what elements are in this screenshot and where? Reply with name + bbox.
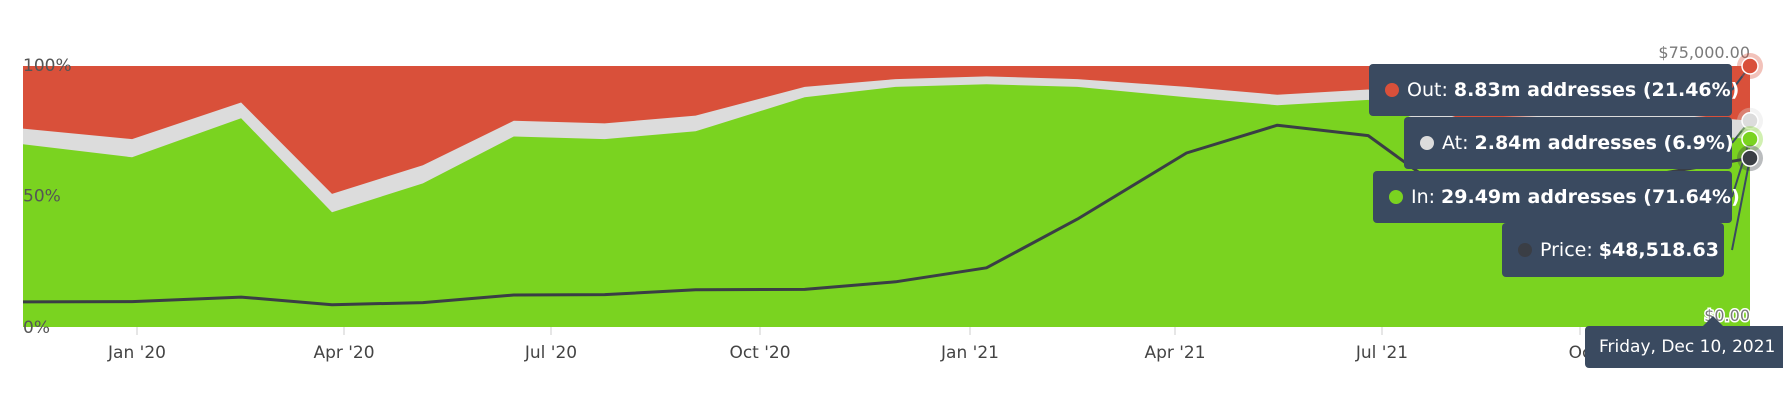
- y-tick-label-left: 0%: [23, 318, 50, 338]
- tooltip-in-label: In:: [1411, 186, 1436, 208]
- tooltip-price-label: Price:: [1540, 239, 1593, 261]
- y-axis-right: $0.00$75,000.00: [1657, 42, 1752, 327]
- x-tick-label: Jan '21: [940, 343, 999, 363]
- x-tick-label: Apr '21: [1144, 343, 1205, 363]
- y-tick-label-left: 50%: [23, 187, 61, 207]
- tooltip-price-value: $48,518.63: [1598, 239, 1719, 261]
- tooltip-connectors: [1731, 53, 1763, 251]
- x-axis: Jan '20 Apr '20 Jul '20 Oct '20 Jan '21 Apr '…: [107, 327, 1591, 363]
- at-dot-icon: [1420, 136, 1434, 150]
- tooltip-connector: [1731, 138, 1751, 198]
- tooltip-out: Out: 8.83m addresses (21.46%): [1369, 64, 1739, 116]
- hover-marker-at: [1741, 112, 1759, 130]
- tooltip-out-label: Out:: [1407, 79, 1448, 101]
- x-tick-label: Jan '20: [107, 343, 166, 363]
- tooltip-price: Price: $48,518.63: [1502, 223, 1724, 277]
- tooltip-at-value: 2.84m addresses (6.9%): [1474, 132, 1734, 154]
- tooltip-in: In: 29.49m addresses (71.64%): [1373, 171, 1740, 223]
- y-tick-label-left: 100%: [23, 56, 72, 76]
- x-tick-label: Jul '20: [524, 343, 577, 363]
- y-axis-left: 0% 50% 100%: [23, 56, 72, 338]
- out-dot-icon: [1385, 83, 1399, 97]
- tooltip-in-value: 29.49m addresses (71.64%): [1441, 186, 1740, 208]
- hover-date-label: Friday, Dec 10, 2021: [1585, 316, 1783, 368]
- in-area: [23, 84, 1750, 327]
- tooltip-connector: [1731, 157, 1751, 251]
- hover-marker-out: [1741, 57, 1759, 75]
- hover-marker-in: [1741, 130, 1759, 148]
- in-dot-icon: [1389, 190, 1403, 204]
- x-tick-label: Jul '21: [1355, 343, 1408, 363]
- hover-date-text: Friday, Dec 10, 2021: [1599, 337, 1776, 357]
- y-tick-label-right: $75,000.00: [1658, 43, 1750, 62]
- tooltip-at-label: At:: [1442, 132, 1469, 154]
- tooltip-out-value: 8.83m addresses (21.46%): [1453, 79, 1740, 101]
- price-dot-icon: [1518, 243, 1532, 257]
- tooltip-at: At: 2.84m addresses (6.9%): [1404, 117, 1734, 169]
- x-tick-label: Oct '20: [729, 343, 790, 363]
- x-tick-label: Apr '20: [313, 343, 374, 363]
- hover-marker-price: [1741, 149, 1759, 167]
